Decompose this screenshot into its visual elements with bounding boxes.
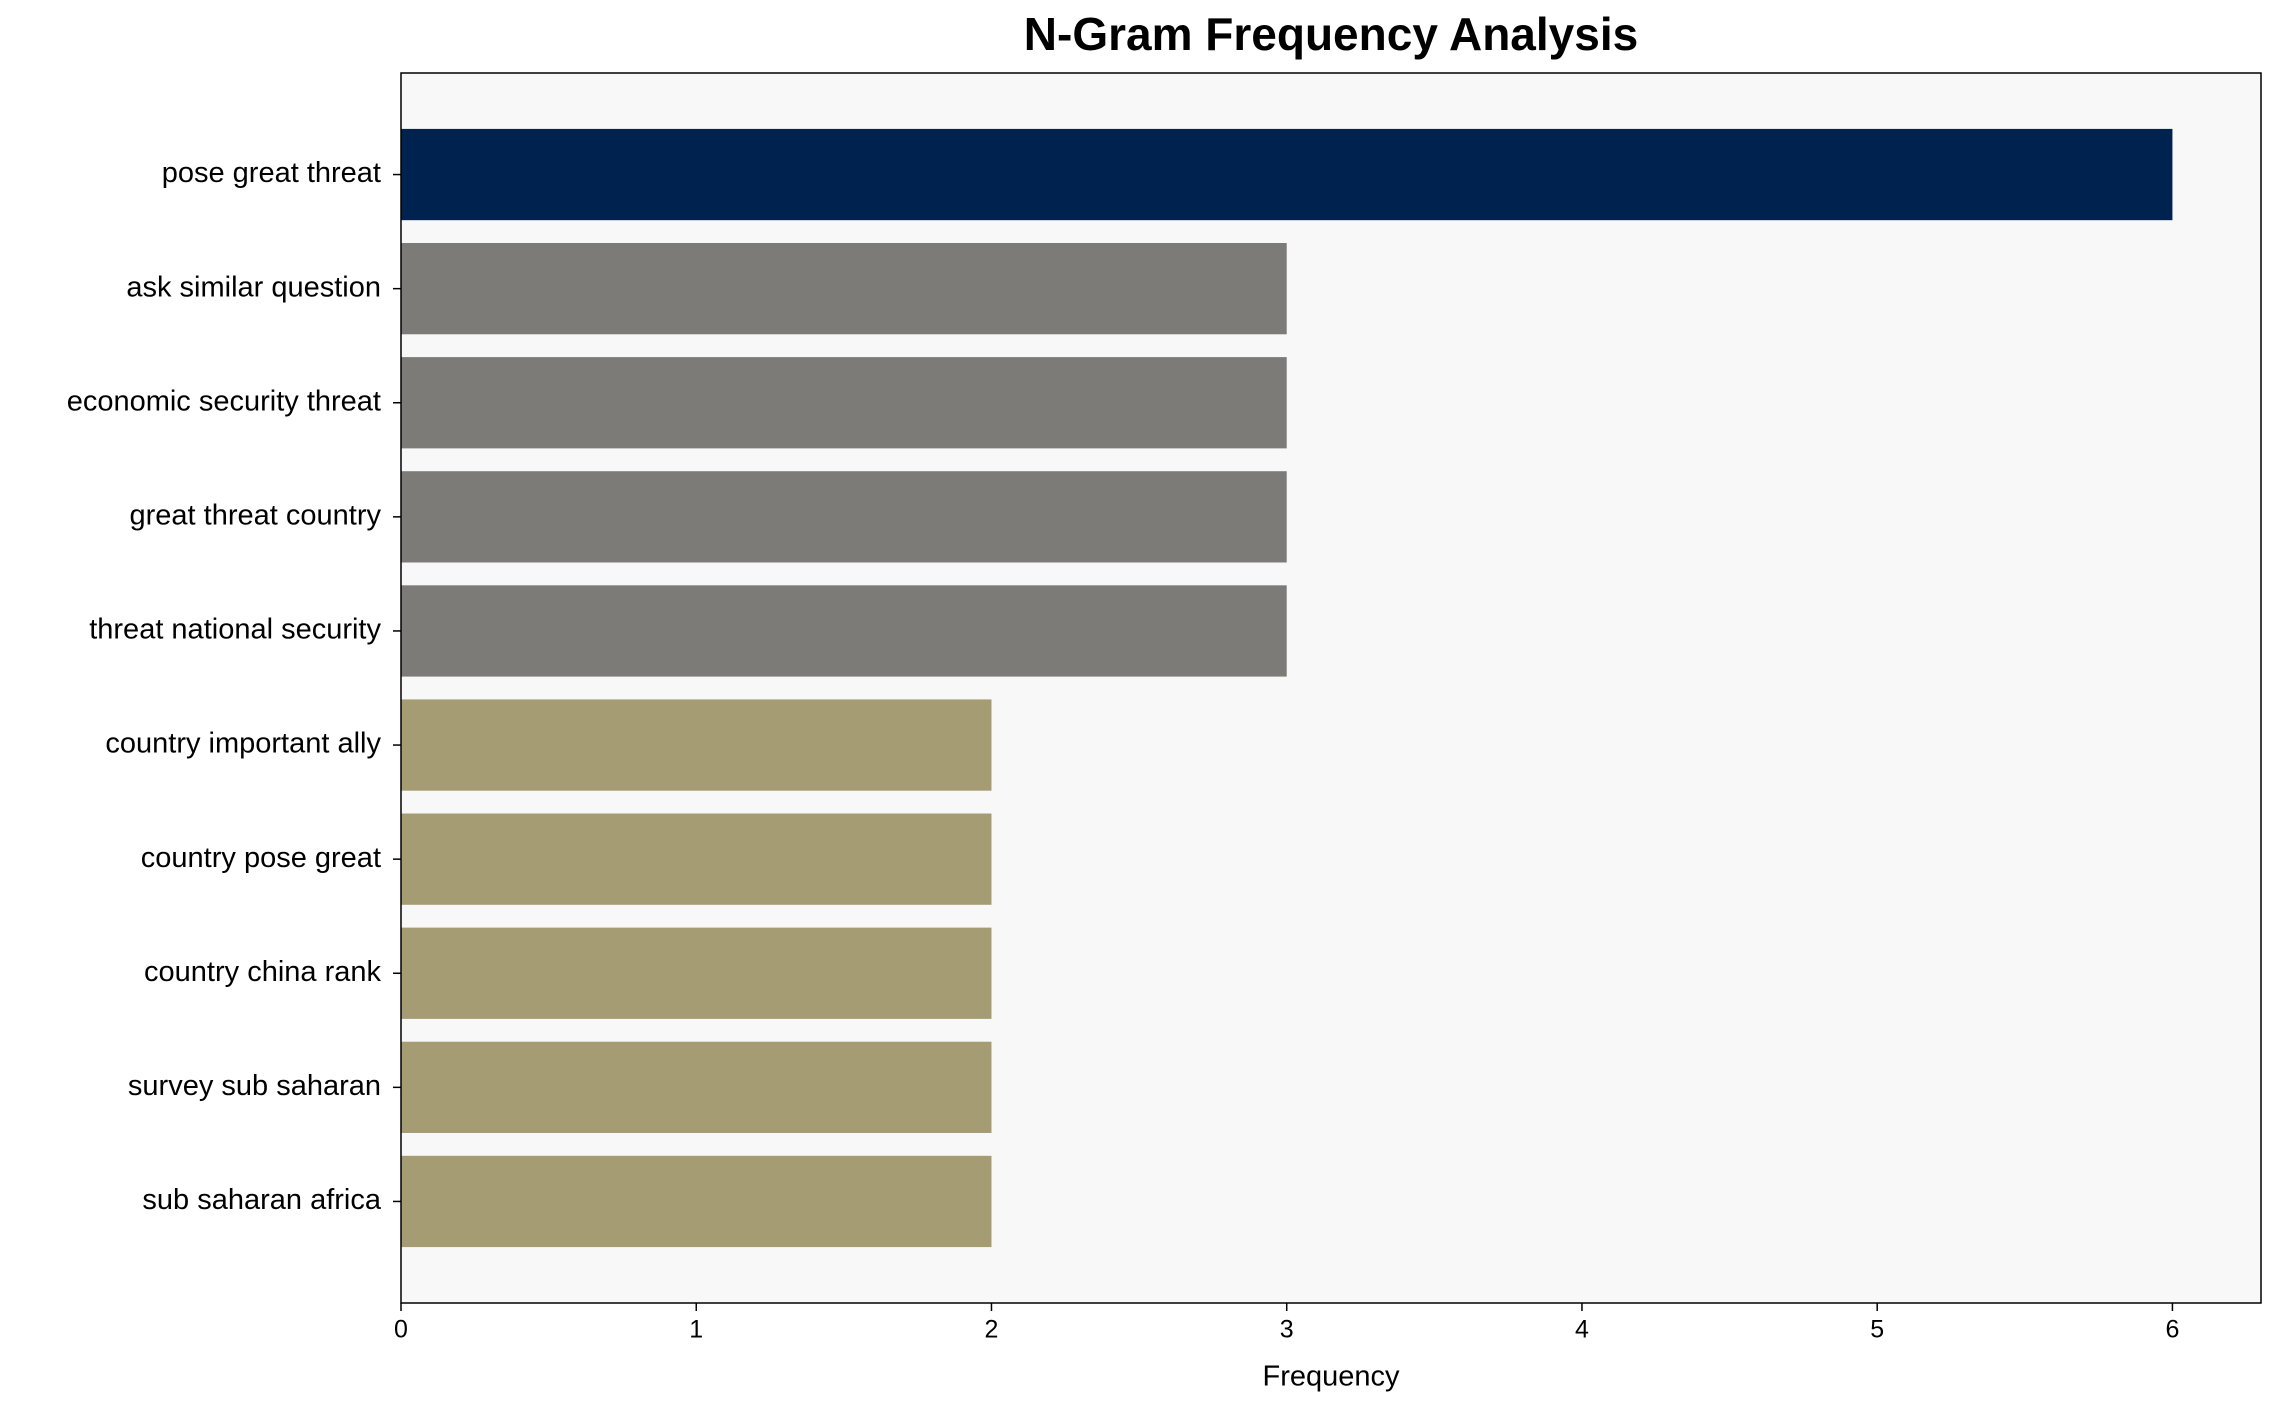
y-tick-label: great threat country: [130, 500, 382, 532]
y-tick-label: survey sub saharan: [128, 1070, 381, 1102]
chart-title: N-Gram Frequency Analysis: [1024, 8, 1638, 60]
y-tick-label: sub saharan africa: [142, 1184, 381, 1216]
x-tick-label: 6: [2165, 1316, 2179, 1344]
bar: [401, 357, 1287, 449]
y-tick-label: country important ally: [105, 728, 381, 760]
x-axis-label: Frequency: [1262, 1361, 1400, 1393]
y-tick-label: country china rank: [144, 956, 381, 988]
x-tick-label: 4: [1575, 1316, 1589, 1344]
x-tick-label: 1: [689, 1316, 703, 1344]
bar: [401, 585, 1287, 677]
bar: [401, 1155, 992, 1248]
plot-frame: [400, 72, 2262, 1304]
x-tick-label: 3: [1280, 1316, 1294, 1344]
y-tick-label: economic security threat: [67, 385, 381, 417]
y-tick-label: ask similar question: [126, 271, 381, 303]
x-tick-label: 0: [394, 1316, 408, 1344]
y-tick-label: country pose great: [141, 842, 381, 874]
bar: [401, 471, 1287, 563]
bar: [401, 128, 2173, 221]
y-tick-label: threat national security: [89, 614, 381, 646]
bar: [401, 699, 992, 791]
bar: [401, 243, 1287, 335]
bar: [401, 813, 992, 905]
y-tick-label: pose great threat: [162, 157, 381, 189]
x-tick-label: 5: [1870, 1316, 1884, 1344]
bar: [401, 1041, 992, 1133]
x-tick-label: 2: [985, 1316, 999, 1344]
bar: [401, 927, 992, 1019]
